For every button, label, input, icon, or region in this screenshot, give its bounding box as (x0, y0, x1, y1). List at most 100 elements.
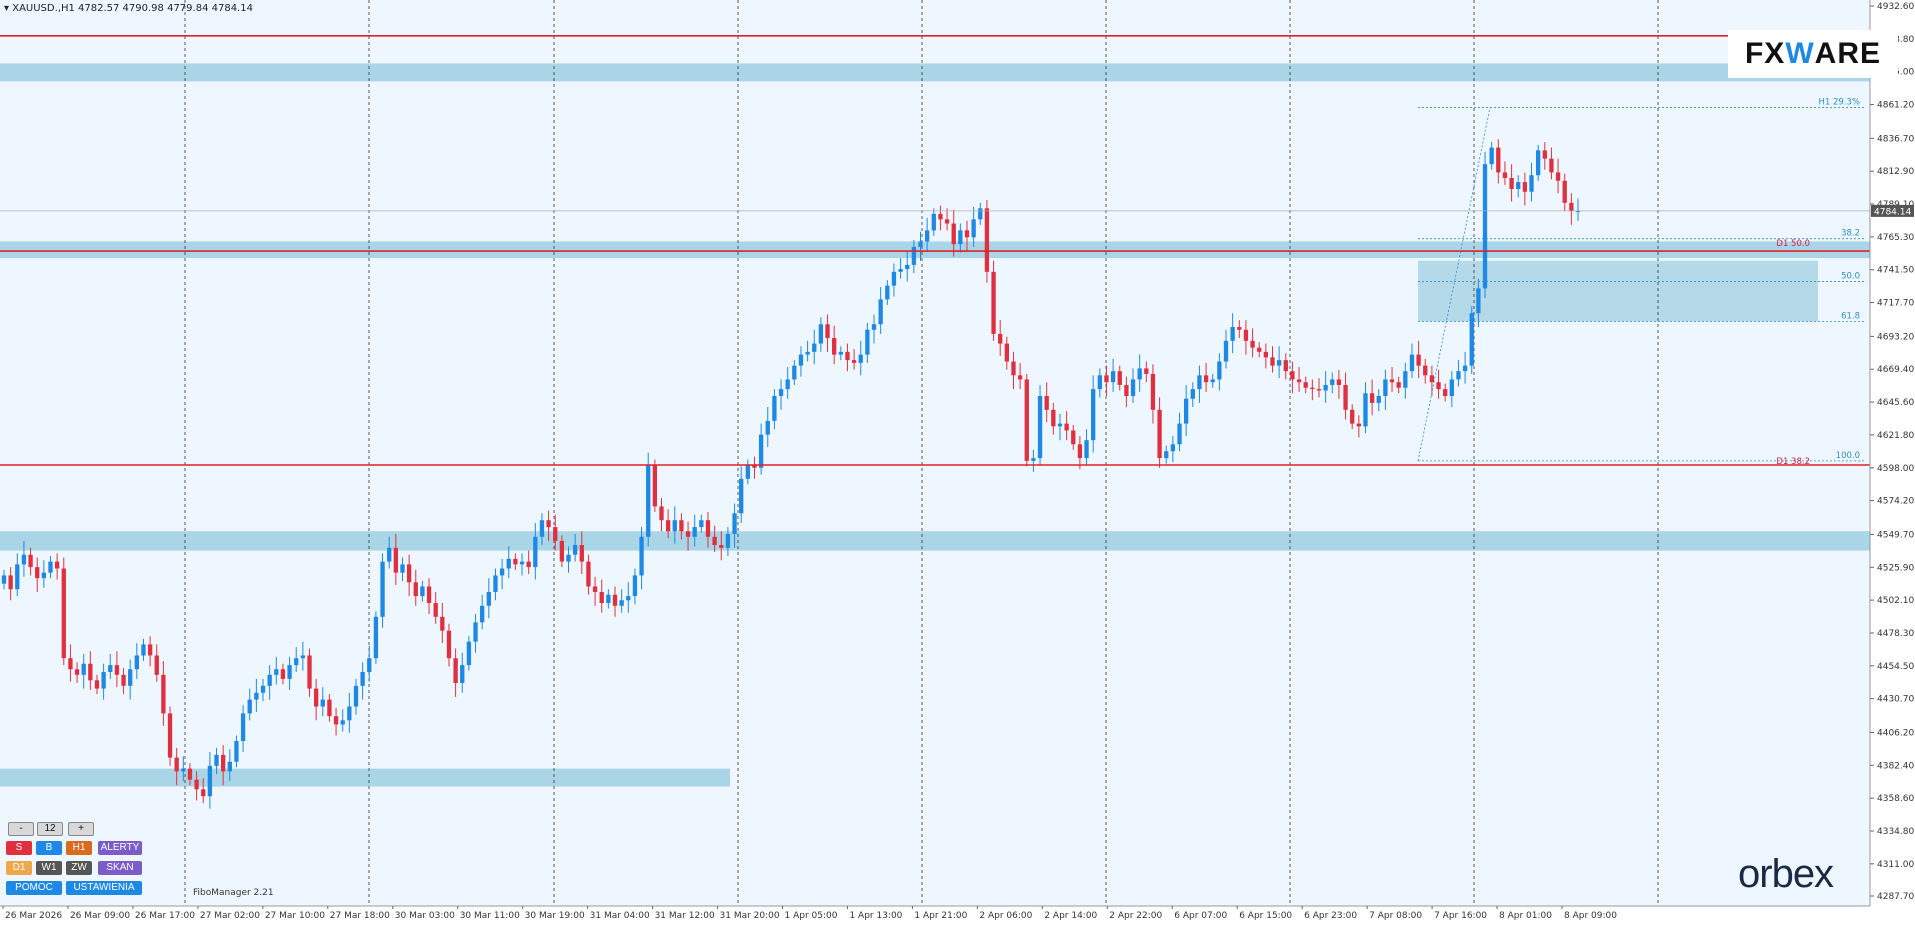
candle-body (294, 658, 299, 666)
d1-fibo-label: D1 50.0 (1776, 239, 1810, 249)
candle-body (1396, 382, 1401, 388)
candle-body (1535, 150, 1541, 176)
candle-body (612, 594, 618, 606)
time-axis-background (0, 906, 1870, 922)
candle-body (672, 520, 677, 532)
candle-body (240, 713, 246, 742)
candle-body (1004, 343, 1010, 362)
candle-body (526, 561, 531, 568)
d1-button[interactable]: D1 (6, 861, 32, 875)
price-tick-label: 4598.00 (1877, 464, 1914, 474)
price-tick-label: 4765.30 (1877, 233, 1914, 243)
candle-body (347, 706, 352, 721)
candle-body (1303, 382, 1308, 388)
candle-body (1403, 371, 1408, 388)
candle-body (267, 674, 272, 686)
candle-body (765, 420, 770, 435)
candle-body (114, 665, 120, 675)
time-tick-label: 26 Mar 2026 (5, 911, 62, 921)
fibo-level-label: 50.0 (1841, 271, 1860, 281)
candle-body (1330, 379, 1335, 385)
candle-body (1243, 329, 1249, 341)
candle-body (646, 465, 651, 537)
candle-body (1516, 182, 1521, 189)
candle-body (406, 564, 412, 583)
price-tick-label: 4334.80 (1877, 827, 1914, 837)
zw-button[interactable]: ZW (66, 861, 92, 875)
time-tick-label: 1 Apr 21:00 (914, 911, 967, 921)
symbol-ohlc-line: XAUUSD.,H1 4782.57 4790.98 4779.84 4784.… (12, 3, 253, 14)
sell-button[interactable]: S (6, 841, 32, 855)
skan-button[interactable]: SKAN (98, 861, 142, 875)
plus-button[interactable]: + (68, 822, 94, 836)
candle-body (891, 271, 897, 286)
candle-body (274, 669, 279, 675)
candle-body (506, 558, 511, 569)
candle-body (486, 591, 491, 606)
candle-body (1104, 375, 1109, 383)
candle-body (971, 219, 976, 238)
price-tick-label: 4406.20 (1877, 728, 1914, 738)
candle-body (1350, 409, 1355, 424)
candle-body (1084, 440, 1089, 459)
candle-body (480, 605, 485, 623)
current-price-label: 4784.14 (1874, 207, 1911, 217)
alerty-button[interactable]: ALERTY (98, 841, 142, 855)
time-tick-label: 31 Mar 04:00 (590, 911, 650, 921)
current-price-badge (1871, 204, 1914, 217)
time-tick-label: 30 Mar 19:00 (525, 911, 585, 921)
candle-body (1230, 327, 1235, 341)
candle-body (1124, 384, 1129, 397)
candle-body (214, 754, 219, 766)
candle-body (1057, 423, 1063, 427)
candle-body (1502, 172, 1508, 178)
count-field[interactable]: 12 (37, 822, 63, 836)
price-tick-label: 4430.70 (1877, 695, 1914, 705)
candle-body (1383, 379, 1388, 397)
fibo-level-label: 100.0 (1836, 451, 1860, 461)
price-tick-label: 4502.10 (1877, 596, 1914, 606)
candle-body (373, 616, 379, 659)
candle-body (1482, 164, 1488, 289)
h1-button[interactable]: H1 (66, 841, 92, 855)
dropdown-triangle-icon[interactable]: ▾ (4, 3, 10, 14)
time-tick-label: 1 Apr 13:00 (849, 911, 902, 921)
pomoc-button[interactable]: POMOC (6, 881, 62, 895)
time-tick-label: 7 Apr 16:00 (1434, 911, 1487, 921)
price-tick-label: 4669.40 (1877, 365, 1914, 375)
candle-body (1296, 379, 1302, 383)
candle-body (958, 230, 963, 245)
time-tick-label: 30 Mar 03:00 (395, 911, 455, 921)
candle-body (1323, 384, 1328, 391)
time-tick-label: 8 Apr 09:00 (1564, 911, 1617, 921)
candle-body (134, 655, 139, 670)
candle-body (566, 554, 571, 562)
candle-body (739, 478, 744, 514)
candle-body (1290, 371, 1295, 380)
w1-button[interactable]: W1 (36, 861, 62, 875)
candle-body (187, 768, 193, 780)
candle-body (1071, 430, 1076, 445)
candle-body (845, 351, 850, 361)
candle-body (1436, 382, 1441, 390)
candle-body (931, 213, 936, 231)
candle-body (1097, 375, 1102, 390)
price-tick-label: 4525.90 (1877, 563, 1914, 573)
buy-button[interactable]: B (36, 841, 62, 855)
candle-body (1409, 354, 1415, 372)
candle-body (234, 741, 239, 762)
candle-body (1150, 373, 1156, 410)
candle-body (68, 658, 73, 670)
candle-body (553, 527, 558, 541)
ustawienia-button[interactable]: USTAWIENIA (66, 881, 142, 895)
candle-body (21, 554, 27, 565)
candle-body (606, 594, 611, 604)
candle-body (1529, 175, 1534, 192)
time-tick-label: 2 Apr 14:00 (1044, 911, 1097, 921)
candle-body (1423, 365, 1428, 376)
candle-body (121, 674, 126, 686)
price-tick-label: 4382.40 (1877, 761, 1914, 771)
minus-button[interactable]: - (8, 822, 34, 836)
